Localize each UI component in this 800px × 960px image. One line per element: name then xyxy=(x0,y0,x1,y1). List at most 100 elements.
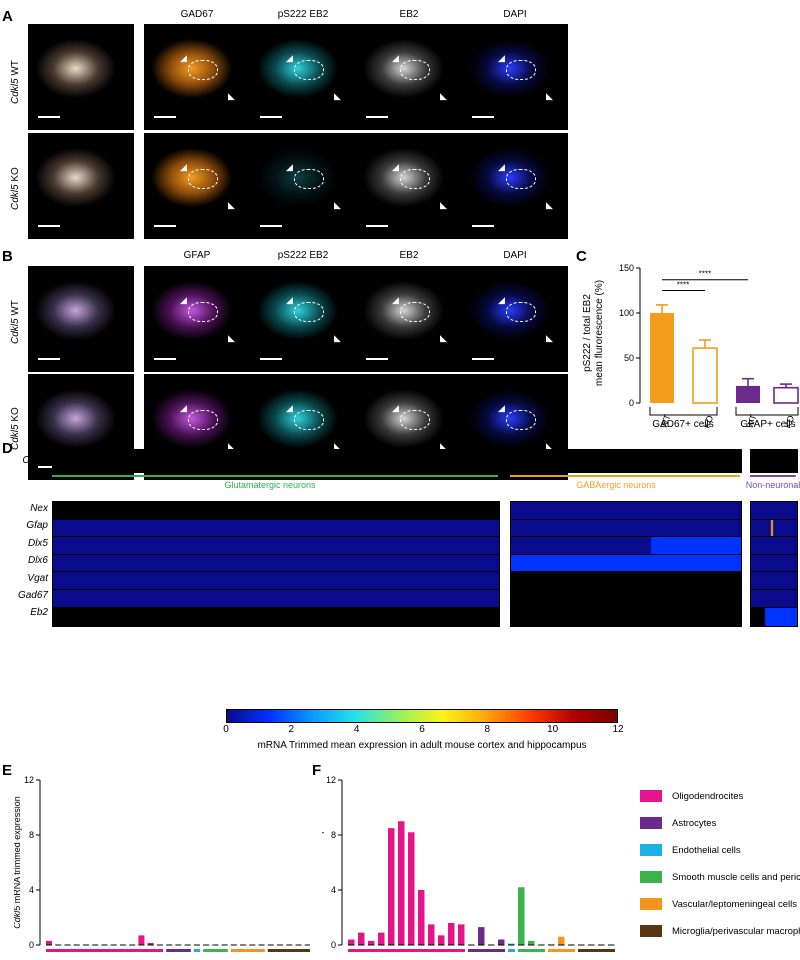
y-tick-label: 0 xyxy=(29,940,34,950)
cell-outline xyxy=(188,60,218,80)
colorbar-tick-label: 0 xyxy=(223,724,229,735)
micrograph-a-ko-dapi: ◢ ◣ xyxy=(462,133,568,239)
cell-outline xyxy=(294,410,324,430)
y-tick-label: 4 xyxy=(29,885,34,895)
arrowhead-icon: ◣ xyxy=(228,333,235,343)
group-label-1: GABAergic neurons xyxy=(576,480,656,490)
cell-outline xyxy=(506,410,536,430)
heatmap-gfap-nonneuronal xyxy=(750,518,798,538)
cell-outline xyxy=(294,302,324,322)
arrowhead-icon: ◣ xyxy=(440,200,447,210)
colorbar-label: mRNA Trimmed mean expression in adult mo… xyxy=(257,740,587,751)
arrowhead-icon: ◣ xyxy=(228,200,235,210)
micrograph-b-wt-ps222-eb2: ◢ ◣ xyxy=(250,266,356,372)
panel-label-f: F xyxy=(312,762,322,779)
colorbar-tick-label: 12 xyxy=(612,724,624,735)
scale-bar xyxy=(38,358,60,360)
arrowhead-icon: ◣ xyxy=(546,200,553,210)
significance-label: **** xyxy=(699,270,711,279)
channel-label-dapi: DAPI xyxy=(503,9,527,20)
cell-outline xyxy=(506,302,536,322)
heatmap-eb2-glutamatergic xyxy=(52,607,500,627)
arrowhead-icon: ◣ xyxy=(334,200,341,210)
arrowhead-icon: ◢ xyxy=(392,162,399,172)
gene-label-vgat: Vgat xyxy=(27,573,48,584)
cell-outline xyxy=(188,410,218,430)
heatmap-vgat-glutamatergic xyxy=(52,571,500,590)
heatmap-dlx5-glutamatergic xyxy=(52,536,500,555)
scale-bar xyxy=(154,116,176,118)
bar xyxy=(388,828,395,945)
heatmap-dlx5-nonneuronal xyxy=(750,536,798,555)
micrograph-b-wt-dapi: ◢ ◣ xyxy=(462,266,568,372)
bar xyxy=(428,924,435,945)
legend-label: Oligodendrocites xyxy=(672,790,744,802)
scale-bar xyxy=(260,358,282,360)
micrograph-b-wt-eb2: ◢ ◣ xyxy=(356,266,462,372)
arrowhead-icon: ◢ xyxy=(498,403,505,413)
group-label: GAD67+ cells xyxy=(652,419,713,430)
cell-outline xyxy=(506,169,536,189)
x-tick-label: WT xyxy=(744,413,758,430)
arrowhead-icon: ◢ xyxy=(286,53,293,63)
cell-type-strip xyxy=(348,949,465,952)
legend-swatch xyxy=(640,925,662,937)
panel-label-b: B xyxy=(2,248,13,265)
cell-outline xyxy=(188,302,218,322)
bar xyxy=(448,923,455,945)
significance-label: **** xyxy=(677,281,689,290)
cell-type-strip xyxy=(203,949,228,952)
x-tick-label: WT xyxy=(658,413,672,430)
arrowhead-icon: ◢ xyxy=(180,162,187,172)
scale-bar xyxy=(260,225,282,227)
cell-outline xyxy=(506,60,536,80)
cell-type-strip xyxy=(166,949,191,952)
scale-bar xyxy=(154,225,176,227)
heatmap-nex-glutamatergic xyxy=(52,501,500,520)
y-tick-label: 50 xyxy=(624,353,634,363)
colorbar-tick-label: 8 xyxy=(484,724,491,735)
y-axis-label: mean flurorescence (%) xyxy=(594,280,605,386)
arrowhead-icon: ◢ xyxy=(180,295,187,305)
group-label-0: Glutamatergic neurons xyxy=(224,480,316,490)
row-label-b-ko: Cdkl5 KO xyxy=(10,407,21,450)
scale-bar xyxy=(366,225,388,227)
heatmap-gad67-gabaergic xyxy=(510,588,742,608)
heatmap-dlx6-gabaergic xyxy=(510,553,742,573)
channel-label-eb2-b: EB2 xyxy=(399,250,419,261)
scale-bar xyxy=(472,358,494,360)
scale-bar xyxy=(366,116,388,118)
legend-label: Smooth muscle cells and pericytes xyxy=(672,871,800,883)
bar xyxy=(773,386,799,404)
arrowhead-icon: ◢ xyxy=(286,295,293,305)
micrograph-a-wt-ps222-eb2: ◢ ◣ xyxy=(250,24,356,130)
bar xyxy=(736,385,760,403)
cell-type-strip xyxy=(193,949,201,952)
micrograph-a-ko-ps222-eb2: ◢ ◣ xyxy=(250,133,356,239)
bar xyxy=(398,821,405,945)
arrowhead-icon: ◢ xyxy=(286,162,293,172)
heatmap-nex-nonneuronal xyxy=(750,501,798,520)
bar xyxy=(418,890,425,945)
heatmap-gfap-glutamatergic xyxy=(52,518,500,538)
x-tick-label: KO xyxy=(701,414,715,430)
gene-label-nex: Nex xyxy=(30,503,48,514)
legend-item: Endothelial cells xyxy=(640,844,741,856)
heatmap-eb2-nonneuronal xyxy=(750,607,798,627)
gene-label-cdkl5: Cdkl5 xyxy=(22,455,48,466)
heatmap-dlx5-gabaergic xyxy=(510,536,742,555)
legend-swatch xyxy=(640,871,662,883)
bar xyxy=(458,924,465,945)
legend-swatch xyxy=(640,844,662,856)
y-tick-label: 150 xyxy=(619,263,634,273)
arrowhead-icon: ◢ xyxy=(498,295,505,305)
arrowhead-icon: ◣ xyxy=(440,333,447,343)
scale-bar xyxy=(154,358,176,360)
colorbar-tick-label: 4 xyxy=(353,724,360,735)
bar xyxy=(348,939,355,945)
colorbar-tick-label: 6 xyxy=(419,724,425,735)
cell-type-strip xyxy=(267,949,310,952)
micrograph-a-wt-merge xyxy=(28,24,134,130)
heatmap-dlx6-nonneuronal xyxy=(750,553,798,573)
arrowhead-icon: ◣ xyxy=(334,441,341,451)
